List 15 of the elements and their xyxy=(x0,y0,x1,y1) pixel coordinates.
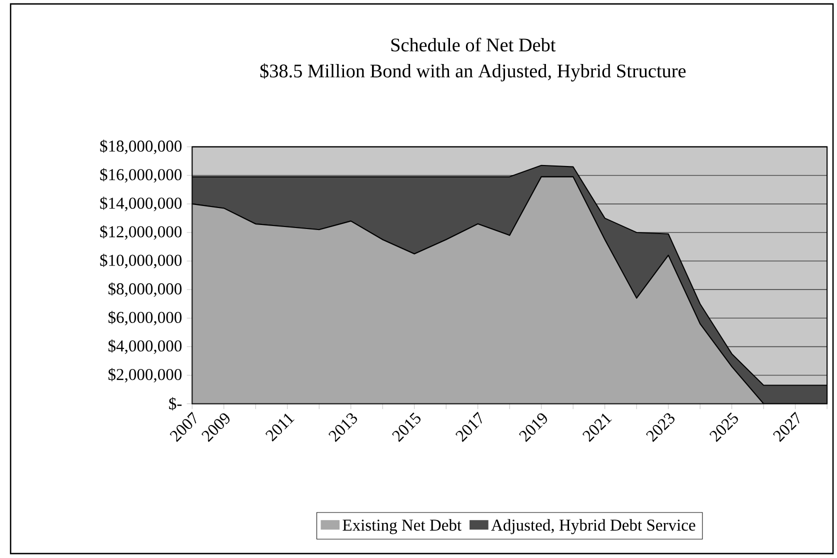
y-tick-label: $14,000,000 xyxy=(100,196,182,212)
y-tick-label: $4,000,000 xyxy=(108,340,182,354)
y-tick-label: $6,000,000 xyxy=(108,311,182,326)
y-tick-label: $10,000,000 xyxy=(100,254,182,269)
chart-subtitle: $38.5 Million Bond with an Adjusted, Hybrid Structure xyxy=(260,64,686,82)
legend-label: Existing Net Debt xyxy=(342,519,462,534)
y-tick-label: $16,000,000 xyxy=(100,168,182,183)
y-tick-label: $2,000,000 xyxy=(108,368,182,383)
y-tick-label: $- xyxy=(169,397,182,411)
y-tick-label: $18,000,000 xyxy=(100,140,182,154)
y-tick-label: $12,000,000 xyxy=(100,225,182,240)
y-tick-label: $8,000,000 xyxy=(108,282,182,298)
chart-title: Schedule of Net Debt xyxy=(391,38,556,52)
x-tick-label: 2011 xyxy=(265,414,294,442)
legend-label: Adjusted, Hybrid Debt Service xyxy=(491,519,696,534)
